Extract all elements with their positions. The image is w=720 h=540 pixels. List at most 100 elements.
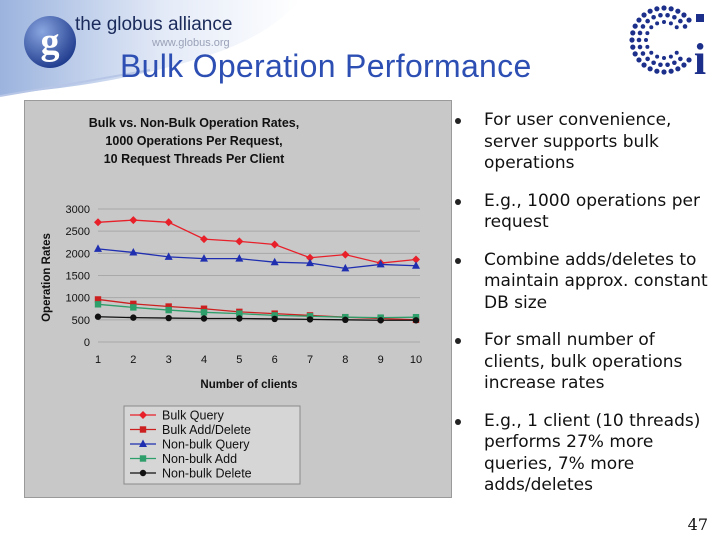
data-point <box>130 304 137 311</box>
ci-logo-dot <box>675 66 681 72</box>
legend-marker <box>139 411 147 419</box>
legend-entry: Bulk Add/Delete <box>130 423 251 437</box>
ci-logo-dot <box>661 5 667 11</box>
ci-logo-dot <box>662 56 666 60</box>
legend-label: Bulk Add/Delete <box>162 423 251 437</box>
data-point <box>164 218 173 227</box>
bullet-text: Combine adds/deletes to maintain approx.… <box>484 249 708 313</box>
bullet-text: For small number of clients, bulk operat… <box>484 330 683 393</box>
ci-logo-dot <box>644 38 648 42</box>
ci-logo-dot <box>668 6 674 12</box>
ci-logo-dot <box>637 30 643 36</box>
ci-logo-dot <box>678 18 683 24</box>
ci-logo-dot <box>645 56 650 62</box>
bullet-text: E.g., 1 client (10 threads) performs 27%… <box>484 410 701 496</box>
data-point <box>200 315 208 322</box>
data-point <box>271 315 278 323</box>
x-axis-label: Number of clients <box>200 379 297 391</box>
data-point <box>306 253 314 262</box>
ci-logo-dot <box>668 68 674 74</box>
data-point <box>235 254 244 262</box>
x-tick-label: 9 <box>378 354 384 366</box>
ci-logo-dot <box>672 14 677 20</box>
legend-entry: Non-bulk Add <box>130 452 237 466</box>
legend-label: Bulk Query <box>162 409 225 423</box>
data-point <box>94 244 102 252</box>
data-point <box>200 305 208 312</box>
bullet-dot-icon <box>455 198 461 205</box>
y-tick-label: 0 <box>84 337 90 349</box>
ci-logo-dot <box>668 54 673 59</box>
bullet-dot-icon <box>455 338 461 344</box>
legend-entry: Bulk Query <box>130 409 225 423</box>
bullet-list: For user convenience, server supports bu… <box>452 110 720 497</box>
legend-marker <box>139 469 147 477</box>
logo-url: www.globus.org <box>152 37 230 49</box>
data-point <box>412 261 420 269</box>
chart-title-line: 1000 Operations Per Request, <box>105 134 282 148</box>
page-number: 47 <box>687 515 708 534</box>
data-point <box>165 306 172 314</box>
data-point <box>377 317 384 324</box>
ci-logo-dot <box>636 17 642 23</box>
ci-logo-dot <box>630 44 636 50</box>
data-point <box>271 312 278 319</box>
ci-logo-dot <box>632 23 638 29</box>
data-point <box>94 218 102 227</box>
data-point <box>129 216 138 225</box>
data-point <box>342 316 349 324</box>
data-point <box>94 313 102 320</box>
bullet-item: E.g., 1000 operations per request <box>452 191 720 234</box>
y-tick-label: 2000 <box>66 248 90 260</box>
series-line <box>97 316 416 321</box>
x-tick-label: 6 <box>272 354 278 366</box>
series-line <box>97 248 417 270</box>
logo-name: the globus alliance <box>75 14 233 35</box>
ci-logo-icon: i <box>629 5 706 80</box>
legend-label: Non-bulk Delete <box>162 467 252 481</box>
ci-logo-dot <box>645 44 650 49</box>
x-tick-label: 4 <box>201 354 207 366</box>
data-point <box>270 257 279 266</box>
data-point <box>200 254 208 262</box>
series-line <box>97 303 417 319</box>
ci-logo-dot <box>678 56 683 62</box>
legend-marker <box>139 455 147 462</box>
data-point <box>235 237 244 246</box>
ci-logo-dot <box>672 60 677 66</box>
ci-logo-dot <box>654 68 660 74</box>
data-point <box>130 300 137 308</box>
x-tick-label: 5 <box>236 354 242 366</box>
ci-logo-letter: i <box>694 35 706 80</box>
bullet-item: Combine adds/deletes to maintain approx.… <box>452 250 720 315</box>
ci-logo-dot <box>686 17 692 23</box>
ci-logo-dot <box>668 21 673 26</box>
data-point <box>129 247 138 256</box>
globus-logo-letter: g <box>41 21 60 63</box>
x-tick-label: 3 <box>166 354 172 366</box>
data-point <box>94 296 102 303</box>
ci-logo-dot <box>665 12 670 18</box>
ci-logo-dot <box>647 66 653 72</box>
legend-marker <box>139 439 147 447</box>
data-point <box>94 301 102 308</box>
bullet-dot-icon <box>455 257 461 264</box>
data-point <box>200 235 208 244</box>
data-point <box>200 309 208 316</box>
legend-box <box>123 405 301 485</box>
data-point <box>165 314 172 322</box>
ci-logo-dot <box>641 62 647 68</box>
bullet-item: For small number of clients, bulk operat… <box>452 330 720 395</box>
ci-logo-dot <box>640 24 646 29</box>
x-tick-label: 8 <box>342 354 348 366</box>
legend-marker <box>139 426 147 433</box>
x-tick-label: 10 <box>410 354 422 366</box>
bullet-dot-icon <box>455 418 461 425</box>
ci-logo-dot <box>629 37 635 43</box>
ci-logo-dot <box>675 8 681 14</box>
data-point <box>165 303 172 310</box>
ci-logo-dot <box>641 12 647 18</box>
ci-logo-dot <box>658 62 663 68</box>
y-tick-label: 1500 <box>66 271 90 283</box>
ci-logo-dot <box>636 57 642 63</box>
